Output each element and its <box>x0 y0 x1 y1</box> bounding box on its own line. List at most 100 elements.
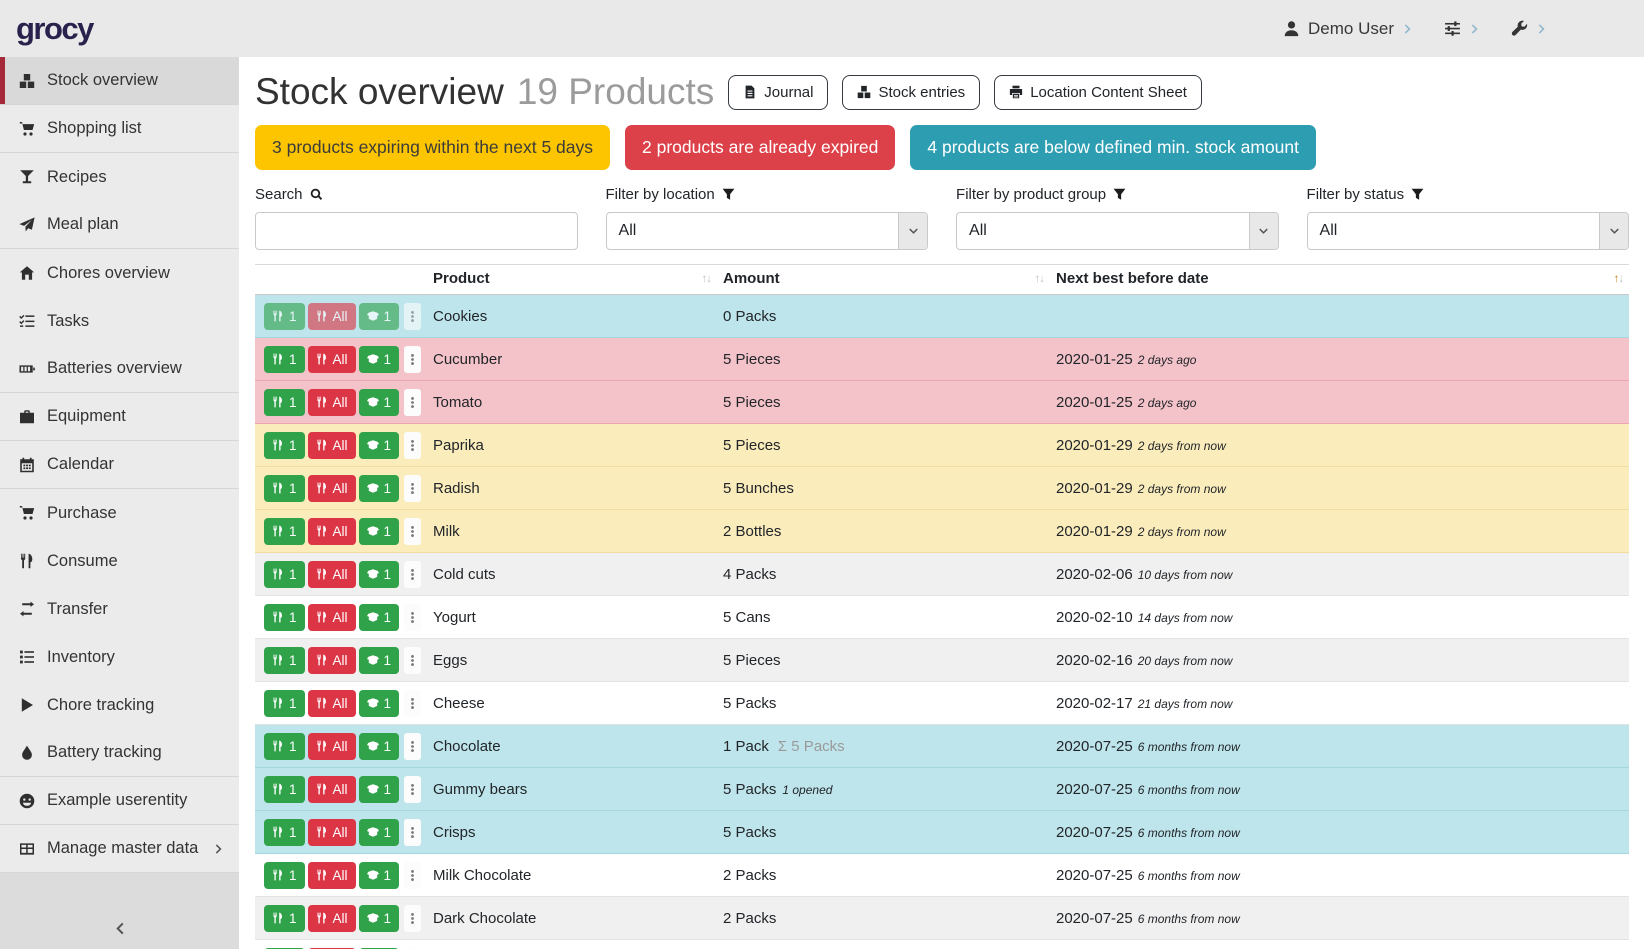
consume-one-button[interactable]: 1 <box>264 475 305 502</box>
consume-one-button[interactable]: 1 <box>264 303 305 330</box>
row-menu-button[interactable] <box>404 561 421 588</box>
sidebar-item-recipes[interactable]: Recipes <box>0 153 239 201</box>
row-menu-button[interactable] <box>404 518 421 545</box>
sidebar-item-consume[interactable]: Consume <box>0 537 239 585</box>
product-group-select[interactable]: All <box>956 212 1279 250</box>
row-menu-button[interactable] <box>404 604 421 631</box>
product-name: Eggs <box>433 652 467 669</box>
expired-alert[interactable]: 2 products are already expired <box>625 125 895 170</box>
grocy-logo[interactable]: grocy <box>16 11 93 47</box>
admin-menu[interactable] <box>1511 20 1548 37</box>
sort-icon[interactable]: ↑↓ <box>1035 273 1045 285</box>
consume-all-button[interactable]: All <box>308 819 356 846</box>
consume-all-button[interactable]: All <box>308 303 356 330</box>
consume-one-button[interactable]: 1 <box>264 905 305 932</box>
row-menu-button[interactable] <box>404 776 421 803</box>
consume-all-button[interactable]: All <box>308 432 356 459</box>
user-menu[interactable]: Demo User <box>1283 19 1414 39</box>
open-one-button[interactable]: 1 <box>359 518 400 545</box>
consume-one-button[interactable]: 1 <box>264 647 305 674</box>
sidebar-item-purchase[interactable]: Purchase <box>0 489 239 537</box>
row-menu-button[interactable] <box>404 475 421 502</box>
sidebar-item-transfer[interactable]: Transfer <box>0 585 239 633</box>
consume-all-button[interactable]: All <box>308 518 356 545</box>
sort-icon[interactable]: ↑↓ <box>1614 273 1624 285</box>
sidebar-item-batteries-overview[interactable]: Batteries overview <box>0 345 239 393</box>
open-one-button[interactable]: 1 <box>359 432 400 459</box>
sidebar-item-manage-master-data[interactable]: Manage master data <box>0 825 239 873</box>
consume-all-button[interactable]: All <box>308 776 356 803</box>
consume-one-button[interactable]: 1 <box>264 518 305 545</box>
sidebar-item-calendar[interactable]: Calendar <box>0 441 239 489</box>
sidebar-item-battery-tracking[interactable]: Battery tracking <box>0 729 239 777</box>
consume-all-button[interactable]: All <box>308 733 356 760</box>
open-one-button[interactable]: 1 <box>359 776 400 803</box>
consume-all-button[interactable]: All <box>308 389 356 416</box>
sidebar-item-chore-tracking[interactable]: Chore tracking <box>0 681 239 729</box>
row-menu-button[interactable] <box>404 346 421 373</box>
status-select[interactable]: All <box>1307 212 1630 250</box>
row-menu-button[interactable] <box>404 389 421 416</box>
amount-column-header[interactable]: Amount↑↓ <box>717 265 1050 295</box>
consume-all-button[interactable]: All <box>308 346 356 373</box>
expiring-soon-alert[interactable]: 3 products expiring within the next 5 da… <box>255 125 610 170</box>
consume-one-button[interactable]: 1 <box>264 776 305 803</box>
consume-all-button[interactable]: All <box>308 561 356 588</box>
stock-entries-button[interactable]: Stock entries <box>842 75 980 110</box>
row-menu-button[interactable] <box>404 819 421 846</box>
row-menu-button[interactable] <box>404 303 421 330</box>
open-one-button[interactable]: 1 <box>359 905 400 932</box>
consume-one-button[interactable]: 1 <box>264 733 305 760</box>
consume-one-button[interactable]: 1 <box>264 819 305 846</box>
sidebar-item-equipment[interactable]: Equipment <box>0 393 239 441</box>
sidebar-item-example-userentity[interactable]: Example userentity <box>0 777 239 825</box>
sidebar-item-shopping-list[interactable]: Shopping list <box>0 105 239 153</box>
sidebar-item-stock-overview[interactable]: Stock overview <box>0 57 239 105</box>
journal-button[interactable]: Journal <box>728 75 828 110</box>
consume-one-button[interactable]: 1 <box>264 690 305 717</box>
sidebar-item-meal-plan[interactable]: Meal plan <box>0 201 239 249</box>
search-input[interactable] <box>255 212 578 250</box>
row-menu-button[interactable] <box>404 432 421 459</box>
open-one-button[interactable]: 1 <box>359 862 400 889</box>
sidebar-item-tasks[interactable]: Tasks <box>0 297 239 345</box>
row-menu-button[interactable] <box>404 733 421 760</box>
row-menu-button[interactable] <box>404 862 421 889</box>
open-one-button[interactable]: 1 <box>359 561 400 588</box>
location-select[interactable]: All <box>606 212 929 250</box>
consume-one-button[interactable]: 1 <box>264 389 305 416</box>
consume-all-button[interactable]: All <box>308 690 356 717</box>
open-one-button[interactable]: 1 <box>359 733 400 760</box>
best-before-column-header[interactable]: Next best before date↑↓ <box>1050 265 1629 295</box>
open-one-button[interactable]: 1 <box>359 389 400 416</box>
row-menu-button[interactable] <box>404 647 421 674</box>
consume-all-button[interactable]: All <box>308 862 356 889</box>
sidebar-item-chores-overview[interactable]: Chores overview <box>0 249 239 297</box>
open-one-button[interactable]: 1 <box>359 690 400 717</box>
sidebar-item-inventory[interactable]: Inventory <box>0 633 239 681</box>
open-one-button[interactable]: 1 <box>359 303 400 330</box>
row-menu-button[interactable] <box>404 690 421 717</box>
open-one-button[interactable]: 1 <box>359 819 400 846</box>
open-one-button[interactable]: 1 <box>359 346 400 373</box>
consume-all-button[interactable]: All <box>308 475 356 502</box>
sort-icon[interactable]: ↑↓ <box>702 273 712 285</box>
consume-all-button[interactable]: All <box>308 647 356 674</box>
row-menu-button[interactable] <box>404 905 421 932</box>
consume-one-button[interactable]: 1 <box>264 346 305 373</box>
location-content-sheet-button[interactable]: Location Content Sheet <box>994 75 1202 110</box>
open-one-button[interactable]: 1 <box>359 604 400 631</box>
best-before-date: 2020-07-25 <box>1056 738 1133 755</box>
consume-one-button[interactable]: 1 <box>264 604 305 631</box>
settings-menu[interactable] <box>1444 20 1481 37</box>
consume-all-button[interactable]: All <box>308 905 356 932</box>
consume-all-button[interactable]: All <box>308 604 356 631</box>
consume-one-button[interactable]: 1 <box>264 862 305 889</box>
open-one-button[interactable]: 1 <box>359 475 400 502</box>
below-min-stock-alert[interactable]: 4 products are below defined min. stock … <box>910 125 1316 170</box>
sidebar-collapse-button[interactable] <box>0 873 239 949</box>
consume-one-button[interactable]: 1 <box>264 432 305 459</box>
product-column-header[interactable]: Product↑↓ <box>427 265 717 295</box>
consume-one-button[interactable]: 1 <box>264 561 305 588</box>
open-one-button[interactable]: 1 <box>359 647 400 674</box>
